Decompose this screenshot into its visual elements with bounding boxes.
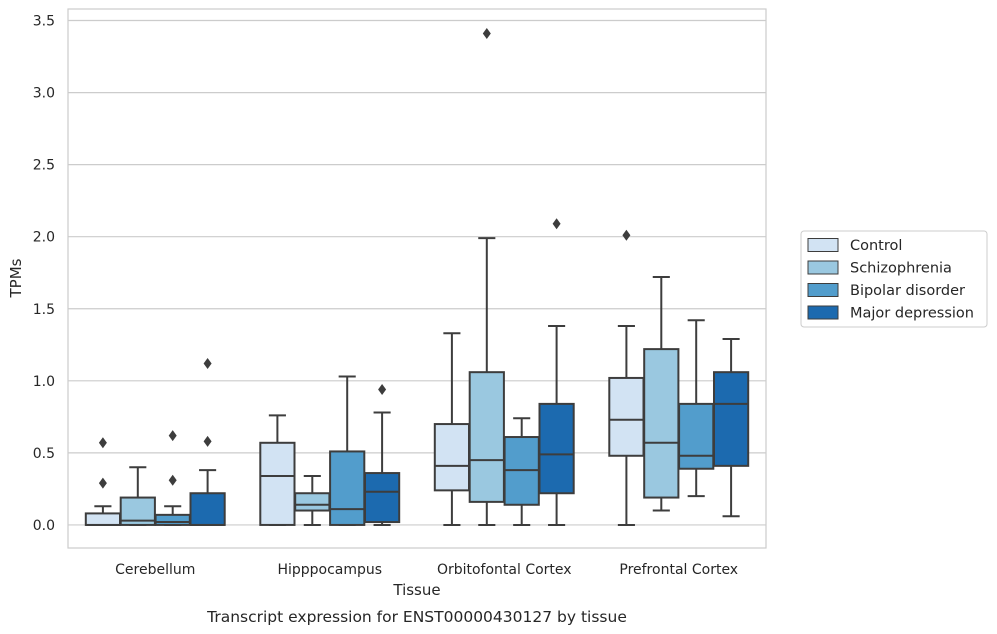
box: [294, 474, 331, 526]
box: [363, 383, 401, 526]
y-tick-label: 3.0: [33, 86, 55, 102]
box-body: [538, 402, 575, 495]
x-tick-label: Cerebellum: [115, 562, 195, 578]
box-body: [712, 371, 750, 467]
legend-label: Control: [850, 238, 902, 254]
outlier-point: [98, 477, 107, 489]
box-body: [643, 348, 680, 499]
legend-label: Bipolar disorder: [850, 283, 965, 299]
box: [608, 229, 645, 526]
x-axis-label: Tissue: [392, 581, 440, 599]
box-body: [154, 513, 191, 526]
outlier-point: [168, 474, 177, 486]
gridlines: [68, 19, 766, 526]
legend-swatch: [807, 305, 839, 320]
box: [259, 414, 296, 526]
legend-swatch: [807, 238, 839, 252]
outlier-point: [168, 430, 177, 442]
series-control: [84, 229, 645, 526]
outlier-point: [203, 358, 212, 370]
box-body: [468, 371, 505, 503]
legend-items: Control Schizophrenia Bipolar disorder Majo…: [807, 238, 974, 322]
series-major-depression: [189, 218, 750, 526]
box-body: [84, 512, 122, 526]
figure-caption: Transcript expression for ENST0000043012…: [206, 608, 627, 626]
y-tick-label: 1.0: [33, 374, 55, 390]
x-tick-label: Hipppocampus: [277, 562, 382, 578]
legend-swatch: [807, 283, 839, 297]
box: [678, 319, 715, 498]
series-bipolar-disorder: [154, 319, 715, 526]
box: [468, 28, 505, 526]
box: [643, 276, 680, 512]
box-body: [608, 376, 645, 457]
box-body: [259, 441, 296, 526]
box: [189, 358, 226, 526]
plot-area-frame: [67, 8, 767, 549]
y-tick-label: 3.5: [33, 14, 55, 30]
legend-item: Bipolar disorder: [807, 283, 965, 299]
series-schizophrenia: [119, 28, 680, 526]
x-tick-label: Prefrontal Cortex: [619, 562, 738, 578]
y-tick-label: 2.0: [33, 230, 55, 246]
outlier-point: [378, 383, 387, 395]
outlier-point: [482, 28, 491, 39]
x-axis-ticks: Cerebellum Hipppocampus Orbitofontal Corte…: [115, 562, 738, 578]
box-body: [363, 472, 401, 524]
box-body: [329, 450, 366, 526]
box: [538, 218, 575, 526]
outlier-point: [98, 437, 107, 449]
box-body: [189, 492, 226, 526]
legend-item: Major depression: [807, 305, 974, 322]
y-axis-label: TPMs: [7, 258, 25, 298]
box-body: [433, 423, 471, 492]
outlier-point: [622, 229, 631, 241]
legend-swatch: [807, 260, 839, 275]
box: [84, 437, 122, 526]
box: [329, 375, 366, 526]
box: [119, 466, 156, 526]
box: [503, 417, 540, 526]
y-tick-label: 2.5: [33, 158, 55, 174]
y-axis-ticks: 0.0 0.5 1.0 1.5 2.0 2.5 3.0 3.5: [33, 14, 55, 534]
x-tick-label: Orbitofontal Cortex: [437, 562, 572, 578]
box: [712, 338, 750, 518]
y-tick-label: 0.5: [33, 446, 55, 462]
y-tick-label: 1.5: [33, 302, 55, 318]
outlier-point: [203, 435, 212, 447]
box: [154, 430, 191, 526]
legend: Control Schizophrenia Bipolar disorder Majo…: [800, 230, 988, 328]
box-series: [84, 28, 750, 526]
legend-label: Schizophrenia: [850, 261, 952, 277]
legend-frame: [800, 230, 988, 328]
legend-label: Major depression: [850, 306, 974, 322]
box-body: [678, 402, 715, 470]
box-body: [294, 492, 331, 512]
legend-item: Schizophrenia: [807, 260, 952, 277]
box: [433, 332, 471, 526]
legend-item: Control: [807, 238, 902, 254]
outlier-point: [552, 218, 561, 230]
y-tick-label: 0.0: [33, 518, 55, 534]
